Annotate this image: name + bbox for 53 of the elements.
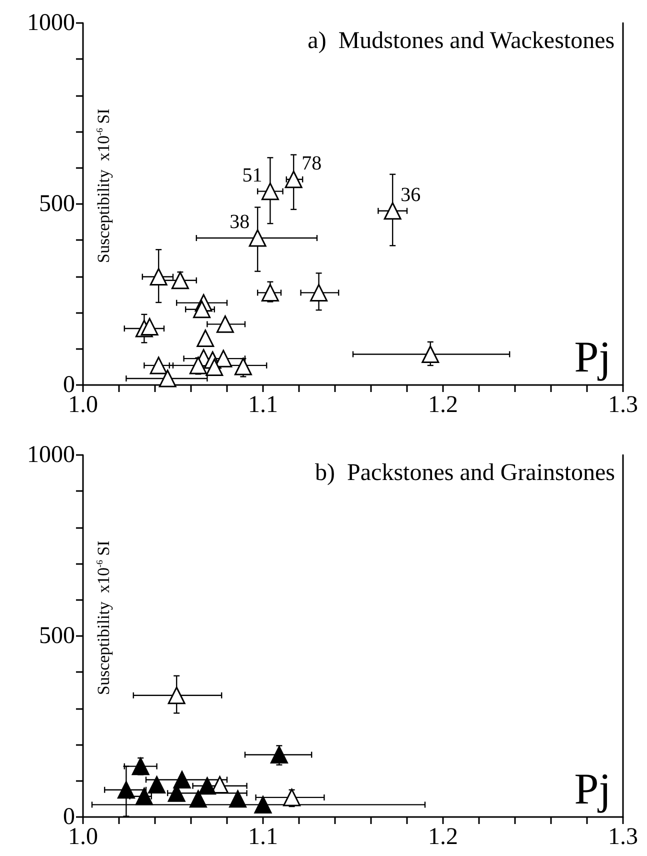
point bbox=[422, 345, 440, 363]
annotation: 36 bbox=[400, 184, 421, 206]
point bbox=[148, 776, 166, 794]
point bbox=[189, 356, 207, 374]
point bbox=[171, 272, 189, 290]
point bbox=[132, 758, 150, 776]
chart-title: b) Packstones and Grainstones bbox=[315, 460, 616, 486]
x-tick-label: 1.0 bbox=[68, 824, 98, 850]
y-tick-label: 1000 bbox=[27, 10, 75, 36]
point bbox=[158, 370, 176, 388]
point bbox=[216, 315, 234, 333]
point bbox=[196, 330, 214, 348]
point bbox=[284, 170, 302, 188]
point bbox=[150, 356, 168, 374]
point bbox=[168, 686, 186, 704]
point bbox=[384, 202, 402, 220]
x-axis-title: Pj bbox=[574, 764, 612, 814]
y-tick-label: 500 bbox=[39, 191, 75, 217]
y-axis-title: Susceptibility x10-6 SI bbox=[94, 108, 113, 263]
x-tick-label: 1.2 bbox=[428, 392, 458, 418]
annotation: 78 bbox=[302, 152, 322, 174]
point bbox=[206, 358, 224, 376]
x-axis-title: Pj bbox=[574, 332, 612, 382]
point bbox=[173, 770, 191, 788]
point bbox=[310, 284, 328, 302]
y-tick-label: 1000 bbox=[27, 442, 75, 468]
annotation: 38 bbox=[230, 211, 250, 234]
point bbox=[150, 268, 168, 286]
x-tick-label: 1.1 bbox=[248, 392, 278, 418]
x-tick-label: 1.3 bbox=[608, 824, 638, 850]
point bbox=[261, 284, 279, 302]
annotation: 51 bbox=[242, 164, 262, 186]
x-tick-label: 1.2 bbox=[428, 824, 458, 850]
point bbox=[254, 796, 272, 814]
point bbox=[140, 318, 158, 336]
point bbox=[193, 300, 211, 318]
point bbox=[283, 788, 301, 806]
point bbox=[270, 746, 288, 764]
point bbox=[117, 781, 135, 799]
x-tick-label: 1.1 bbox=[248, 824, 278, 850]
point bbox=[211, 776, 229, 794]
point bbox=[248, 229, 266, 247]
point bbox=[189, 790, 207, 808]
point bbox=[261, 182, 279, 200]
x-tick-label: 1.3 bbox=[608, 392, 638, 418]
point bbox=[214, 350, 232, 368]
y-tick-label: 500 bbox=[39, 623, 75, 649]
point bbox=[198, 777, 216, 795]
x-tick-label: 1.0 bbox=[68, 392, 98, 418]
y-axis-title: Susceptibility x10-6 SI bbox=[94, 540, 113, 695]
point bbox=[135, 788, 153, 806]
chart-title: a) Mudstones and Wackestones bbox=[308, 28, 615, 54]
point bbox=[229, 790, 247, 808]
